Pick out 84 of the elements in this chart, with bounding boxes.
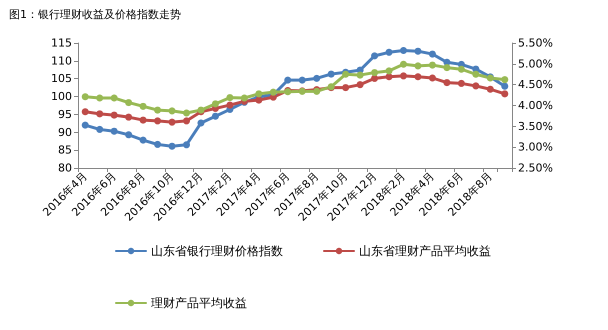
- y2-tick-label: 3.00%: [518, 140, 553, 154]
- point: [371, 52, 378, 60]
- point: [486, 86, 494, 93]
- point: [96, 126, 104, 133]
- y-tick-label: 110: [51, 54, 72, 68]
- point: [240, 94, 248, 102]
- point: [386, 67, 393, 74]
- point: [154, 106, 162, 114]
- point: [140, 116, 147, 124]
- point: [255, 96, 262, 104]
- y2-tick-label: 3.50%: [518, 120, 553, 133]
- y-tick-label: 115: [51, 36, 72, 50]
- point: [371, 74, 378, 82]
- point: [458, 66, 465, 73]
- y2-tick-label: 5.00%: [518, 57, 553, 70]
- y-tick-label: 100: [51, 90, 72, 104]
- point: [428, 62, 436, 69]
- y2-tick-label: 5.50%: [518, 36, 553, 50]
- point: [414, 73, 422, 80]
- point: [82, 122, 89, 129]
- point: [414, 48, 422, 55]
- point: [168, 118, 176, 126]
- chart-title: 图1：银行理财收益及价格指数走势: [9, 8, 181, 21]
- y2-tick-label: 2.50%: [518, 162, 553, 174]
- y-tick-label: 95: [58, 108, 72, 121]
- point: [125, 99, 132, 106]
- point: [96, 94, 104, 102]
- point: [356, 72, 364, 79]
- point: [501, 82, 508, 90]
- point: [443, 79, 450, 86]
- point: [356, 81, 364, 88]
- point: [110, 128, 118, 135]
- legend-label: 理财产品平均收益: [151, 296, 247, 310]
- point: [110, 112, 118, 119]
- point: [168, 142, 176, 150]
- point: [313, 74, 320, 82]
- point: [183, 141, 190, 148]
- point: [284, 76, 292, 84]
- point: [414, 62, 422, 70]
- point: [270, 88, 277, 96]
- point: [255, 90, 262, 98]
- y-tick-label: 80: [58, 162, 72, 174]
- point: [400, 47, 407, 54]
- point: [342, 84, 350, 92]
- point: [328, 70, 335, 78]
- y-tick-label: 105: [51, 72, 72, 86]
- point: [110, 94, 118, 102]
- point: [168, 107, 176, 114]
- point: [371, 69, 378, 76]
- point: [183, 117, 190, 124]
- point: [472, 82, 480, 90]
- legend-label: 山东省理财产品平均收益: [359, 244, 491, 258]
- point: [298, 76, 306, 84]
- point: [428, 50, 436, 58]
- point: [472, 70, 480, 78]
- point: [501, 90, 508, 98]
- point: [226, 102, 234, 109]
- point: [82, 108, 89, 116]
- y-tick-label: 90: [58, 126, 72, 139]
- point: [82, 93, 89, 100]
- point: [212, 112, 219, 120]
- y2-tick-label: 4.50%: [518, 78, 553, 92]
- legend-label: 山东省银行理财价格指数: [151, 244, 283, 258]
- point: [428, 74, 436, 82]
- point: [226, 94, 234, 102]
- y2-tick-label: 4.00%: [518, 99, 553, 112]
- point: [400, 72, 407, 80]
- point: [212, 100, 219, 108]
- point: [443, 64, 450, 72]
- point: [400, 60, 407, 68]
- point: [125, 114, 132, 121]
- point: [125, 131, 132, 138]
- point: [386, 48, 393, 56]
- point: [458, 80, 465, 87]
- point: [140, 102, 147, 110]
- point: [96, 110, 104, 118]
- point: [386, 73, 393, 80]
- point: [501, 76, 508, 84]
- y-tick-label: 85: [58, 144, 72, 157]
- point: [154, 117, 162, 124]
- point: [140, 136, 147, 144]
- point: [197, 120, 204, 126]
- point: [183, 110, 190, 116]
- point: [154, 140, 162, 148]
